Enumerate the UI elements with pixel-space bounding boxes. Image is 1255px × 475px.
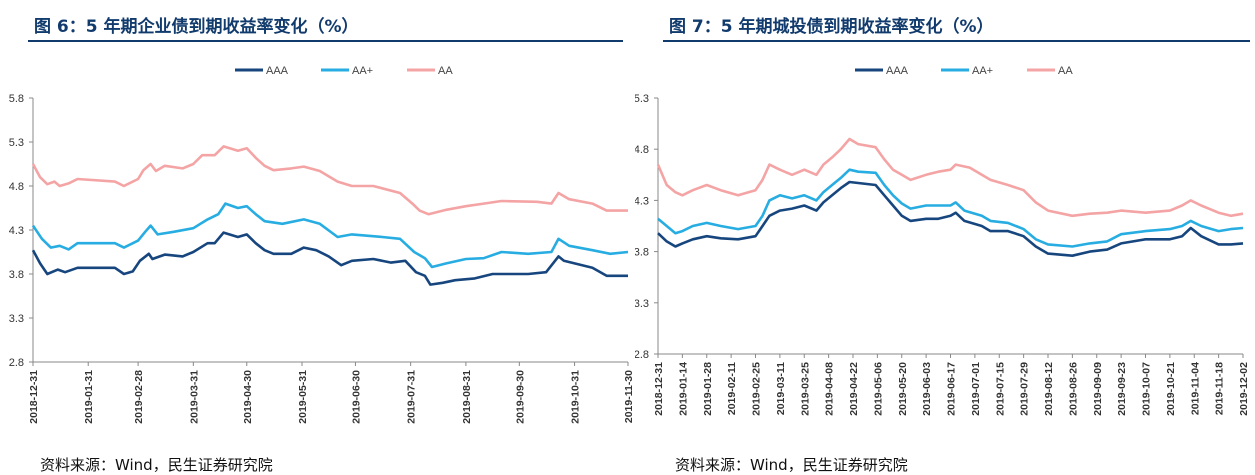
y-tick-label: 5.8 [9,93,24,105]
x-tick-label: 2019-08-26 [1067,362,1079,416]
x-tick-label: 2019-10-07 [1141,362,1153,416]
source-note: 资料来源：Wind，民生证券研究院 [40,456,273,474]
x-tick-label: 2019-01-28 [702,362,714,416]
y-tick-label: 2.8 [635,349,649,361]
source-note: 资料来源：Wind，民生证券研究院 [675,456,908,474]
chart-corporate-bonds: 5.8 5.3 4.8 4.3 3.8 3.3 2.8 2018-12-31 2019-01-3… [9,65,635,424]
chart-chengtou-bonds: 5.3 4.8 4.3 3.8 3.3 2.8 2018-12-31 2019-01-14 20… [635,65,1250,416]
x-tick-label: 2019-07-01 [970,362,982,416]
x-tick-label: 2018-12-31 [653,362,665,416]
chart-title: 图 6：5 年期企业债到期收益率变化（%） [34,17,359,37]
y-tick-label: 4.8 [635,144,649,156]
y-tick-label: 3.3 [635,298,649,310]
series-line-aa [31,145,628,216]
y-tick-label: 4.3 [635,195,649,207]
legend-label: AA+ [352,65,373,77]
title-rule [28,40,623,42]
legend-label: AA [1058,65,1073,77]
x-tick-label: 2019-03-25 [799,362,811,416]
series-line-aa [656,137,1244,218]
x-tick-label: 2019-04-30 [242,370,254,424]
x-tick-label: 2019-03-11 [775,362,787,415]
x-tick-label: 2019-11-30 [623,370,635,423]
x-tick-label: 2019-01-14 [677,362,689,416]
x-tick-label: 2019-08-31 [461,370,473,424]
chart-title: 图 7：5 年期城投债到期收益率变化（%） [669,17,994,37]
x-tick-label: 2019-11-18 [1214,362,1226,415]
x-tick-label: 2019-04-22 [848,362,860,416]
legend-label: AA [438,65,453,77]
x-tick-label: 2019-02-11 [726,362,738,415]
x-tick-label: 2019-08-12 [1043,362,1055,416]
chart-panel-chengtou: 图 7：5 年期城投债到期收益率变化（%） 5.3 4.8 4.3 3.8 3.3 2.8… [635,0,1255,475]
x-tick-label: 2018-12-31 [28,370,40,424]
y-tick-label: 5.3 [9,137,24,149]
x-tick-label: 2019-10-21 [1165,362,1177,416]
chart-panel-corporate: 图 6：5 年期企业债到期收益率变化（%） 5.8 5.3 4.8 4.3 3.8 3.3… [9,17,635,474]
x-tick-label: 2019-01-31 [83,370,95,424]
x-tick-label: 2019-07-29 [1019,362,1031,416]
x-tick-label: 2019-06-17 [946,362,958,416]
x-tick-label: 2019-10-31 [570,370,582,424]
series-line-aaplus [31,202,629,269]
x-tick-label: 2019-12-02 [1238,362,1250,416]
x-tick-label: 2019-02-25 [751,362,763,416]
title-rule [663,40,1250,42]
x-tick-label: 2019-03-31 [188,370,200,424]
y-tick-label: 3.8 [635,247,649,259]
x-tick-label: 2019-06-30 [350,370,362,424]
x-tick-label: 2019-05-20 [897,362,909,416]
x-tick-label: 2019-05-06 [872,362,884,416]
y-tick-label: 5.3 [635,93,649,105]
x-tick-label: 2019-02-28 [133,370,145,424]
legend-label: AAA [886,65,909,77]
series-line-aaa [31,231,628,286]
x-tick-label: 2019-09-23 [1116,362,1128,416]
x-tick-label: 2019-07-15 [994,362,1006,416]
x-tick-label: 2019-09-30 [514,370,526,424]
x-tick-label: 2019-04-08 [824,362,836,416]
legend-label: AA+ [972,65,993,77]
series-line-aaplus [657,168,1244,248]
x-tick-label: 2019-07-31 [406,370,418,424]
y-tick-label: 2.8 [9,357,24,369]
y-tick-label: 4.8 [9,181,24,193]
y-tick-label: 3.3 [9,313,24,325]
x-tick-label: 2019-06-03 [921,362,933,416]
x-tick-label: 2019-11-04 [1189,362,1201,415]
y-tick-label: 3.8 [9,269,24,281]
x-tick-label: 2019-09-09 [1092,362,1104,416]
x-tick-label: 2019-05-31 [297,370,309,424]
legend-label: AAA [266,65,289,77]
series-line-aaa [657,180,1244,257]
y-tick-label: 4.3 [9,225,24,237]
